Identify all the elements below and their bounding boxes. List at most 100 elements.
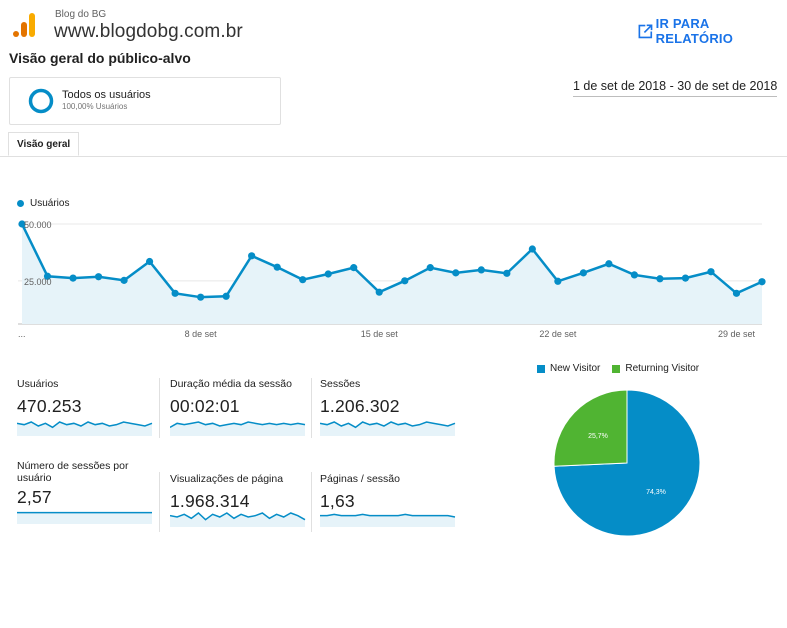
data-point: [630, 271, 639, 279]
data-point: [605, 260, 613, 268]
sparkline: [170, 512, 306, 527]
sparkline: [320, 421, 456, 436]
sparkline-line: [320, 421, 456, 429]
page-title: Visão geral do público-alvo: [9, 50, 191, 66]
metric-divider: [311, 378, 312, 438]
data-point: [477, 266, 485, 274]
legend-label-users: Usuários: [30, 198, 70, 209]
metric-sessions-per-user[interactable]: Número de sessões por usuário 2,57: [17, 460, 157, 530]
tab-overview[interactable]: Visão geral: [8, 132, 80, 156]
data-point: [299, 276, 307, 284]
metric-divider: [311, 472, 312, 532]
sparkline-line: [170, 421, 306, 428]
metric-sessions[interactable]: Sessões 1.206.302: [320, 378, 460, 448]
metric-avg-session-duration[interactable]: Duração média da sessão 00:02:01: [170, 378, 310, 448]
legend-label: Returning Visitor: [625, 363, 700, 374]
data-point: [248, 252, 256, 260]
data-point: [554, 277, 562, 285]
sparkline-fill: [17, 422, 152, 436]
x-tick-label: 8 de set: [185, 329, 218, 339]
metric-label: Visualizações de página: [170, 473, 284, 485]
metric-value: 1,63: [320, 491, 355, 511]
legend-item-returning-visitor[interactable]: Returning Visitor: [612, 363, 699, 374]
data-point: [579, 269, 587, 277]
sparkline: [170, 421, 306, 436]
data-point: [145, 257, 154, 266]
series-line-users: [20, 223, 763, 299]
legend-item-new-visitor[interactable]: New Visitor: [537, 363, 600, 374]
metric-label: Páginas / sessão: [320, 473, 400, 485]
x-tick-label: 29 de set: [718, 329, 756, 339]
data-point: [452, 269, 460, 277]
pie-data-label: 74,3%: [646, 489, 666, 496]
go-to-report-label: IR PARA RELATÓRIO: [655, 16, 734, 46]
segment-name: Todos os usuários: [62, 89, 151, 101]
data-point: [171, 289, 179, 297]
metric-label: Usuários: [17, 378, 59, 390]
data-point: [375, 288, 383, 296]
data-point: [350, 264, 358, 272]
data-point: [401, 277, 409, 285]
x-tick-label: ...: [18, 329, 26, 339]
metric-label: Número de sessões por usuário: [17, 460, 129, 484]
legend-swatch: [612, 364, 621, 373]
data-point: [732, 289, 741, 297]
data-point: [273, 263, 281, 271]
data-point: [120, 276, 128, 284]
sparkline-fill: [17, 512, 152, 524]
analytics-logo-icon: [13, 13, 35, 37]
metric-label: Duração média da sessão: [170, 378, 292, 390]
metric-value: 00:02:01: [170, 396, 240, 416]
data-point: [324, 270, 332, 278]
data-point: [758, 278, 766, 286]
data-point: [503, 269, 511, 277]
sparkline: [17, 511, 152, 524]
metric-pages-per-session[interactable]: Páginas / sessão 1,63: [320, 473, 460, 543]
metric-value: 2,57: [17, 487, 52, 507]
y-tick-label: 25.000: [24, 277, 52, 287]
metric-users[interactable]: Usuários 470.253: [17, 378, 157, 448]
metric-value: 1.968.314: [170, 491, 250, 511]
data-point: [681, 274, 690, 282]
metric-divider: [159, 472, 160, 532]
metric-value: 470.253: [17, 396, 82, 416]
data-point: [43, 272, 52, 280]
segment-percent: 100,00% Usuários: [62, 102, 128, 111]
sparkline-line: [170, 512, 306, 521]
metric-value: 1.206.302: [320, 396, 400, 416]
site-url[interactable]: www.blogdobg.com.br: [54, 21, 243, 42]
x-tick-label: 15 de set: [361, 329, 399, 339]
metric-pageviews[interactable]: Visualizações de página 1.968.314: [170, 473, 310, 543]
go-to-report-link[interactable]: IR PARA RELATÓRIO: [638, 16, 787, 46]
sparkline: [320, 513, 456, 527]
sparkline-line: [17, 421, 153, 429]
segment-ring-icon: [28, 88, 54, 114]
data-point: [222, 292, 230, 300]
site-name: Blog do BG: [55, 9, 107, 20]
legend-dot-users: [17, 200, 24, 207]
data-point: [18, 220, 26, 228]
segment-card[interactable]: Todos os usuários 100,00% Usuários: [9, 77, 281, 125]
open-in-new-icon: [638, 23, 653, 38]
sparkline-fill: [320, 514, 455, 527]
area-fill: [22, 224, 762, 324]
visitor-type-pie-chart[interactable]: 74,3% 25,7%: [553, 389, 703, 539]
sparkline-line: [320, 513, 456, 518]
metric-divider: [159, 378, 160, 438]
chart-legend: Usuários: [17, 198, 69, 209]
pie-slice: [553, 389, 628, 467]
date-range-picker[interactable]: 1 de set de 2018 - 30 de set de 2018: [573, 79, 778, 97]
metric-label: Sessões: [320, 378, 361, 390]
x-tick-label: 22 de set: [539, 329, 577, 339]
data-point: [528, 245, 536, 253]
sparkline-fill: [320, 422, 455, 436]
users-line-chart[interactable]: 50.000 25.000... 8 de set 15 de set 22 de se…: [18, 214, 766, 339]
data-point: [197, 293, 205, 301]
sparkline-fill: [170, 422, 305, 436]
pie-legend: New Visitor Returning Visitor: [537, 363, 699, 374]
pie-data-label: 25,7%: [588, 433, 608, 440]
data-point: [69, 274, 77, 282]
sparkline: [17, 421, 153, 436]
legend-label: New Visitor: [550, 363, 601, 374]
data-point: [426, 264, 434, 272]
